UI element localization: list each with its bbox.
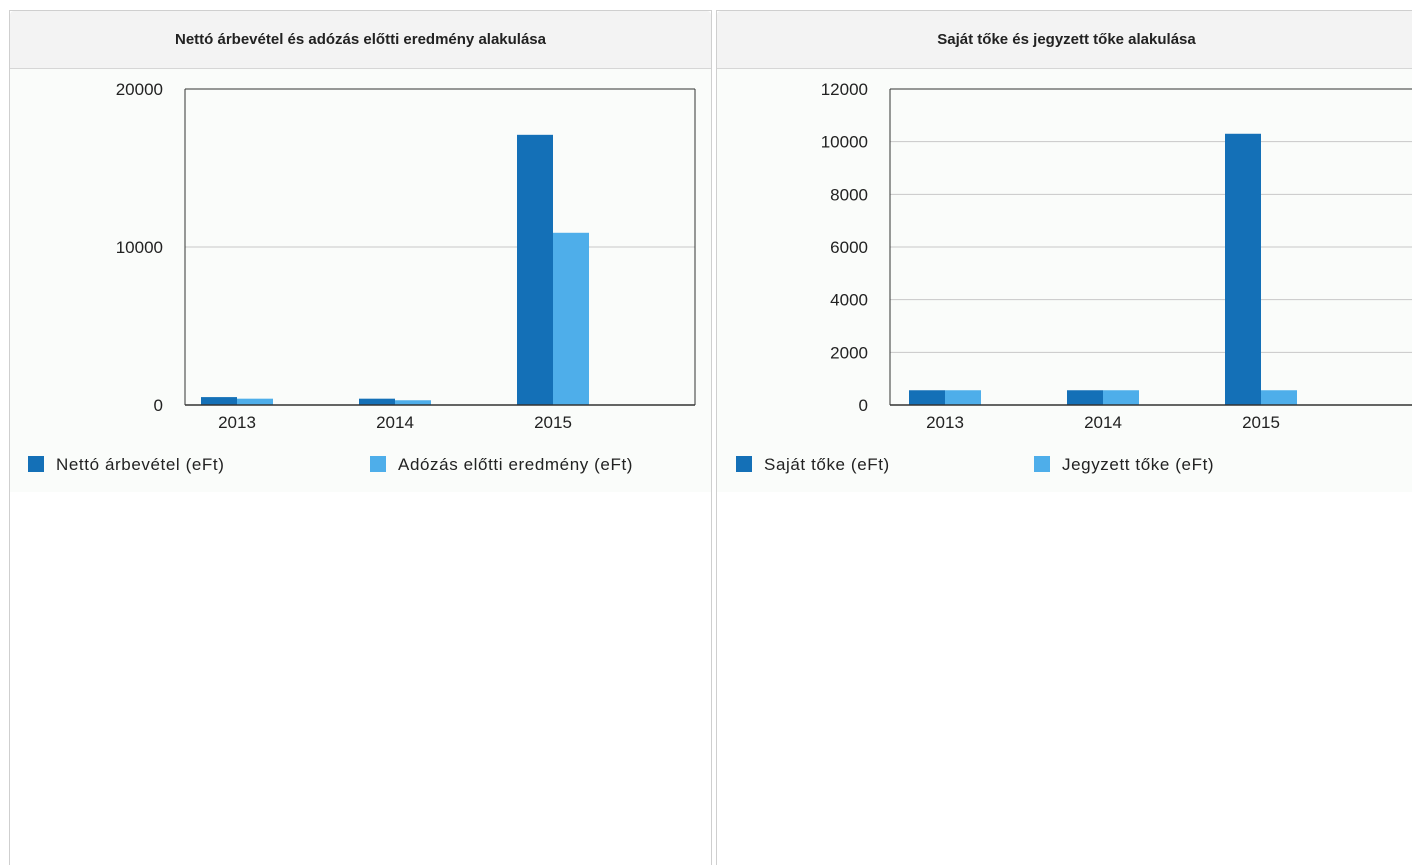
legend-swatch bbox=[1034, 456, 1050, 472]
y-tick-label: 12000 bbox=[821, 80, 868, 99]
bar-series2 bbox=[395, 400, 431, 405]
legend-label: Jegyzett tőke (eFt) bbox=[1062, 455, 1214, 474]
legend-label: Saját tőke (eFt) bbox=[764, 455, 890, 474]
chart-area: 0 10000 20000 2013 2014 2015 Nettó árbevétel (… bbox=[10, 69, 711, 492]
bar-series1 bbox=[201, 397, 237, 405]
chart-panel-revenue: Nettó árbevétel és adózás előtti eredmén… bbox=[9, 10, 712, 865]
y-tick-label: 6000 bbox=[830, 238, 868, 257]
bar-series1 bbox=[1067, 390, 1103, 405]
bar-series1 bbox=[909, 390, 945, 405]
bar-series2 bbox=[1103, 390, 1139, 405]
bar-series2 bbox=[553, 232, 589, 405]
chart-area: 0 2000 4000 6000 8000 10000 12000 2013 2014 2015 S… bbox=[717, 69, 1412, 492]
legend-swatch bbox=[370, 456, 386, 472]
x-tick-label: 2015 bbox=[1242, 413, 1280, 432]
x-tick-label: 2015 bbox=[534, 413, 572, 432]
x-tick-label: 2013 bbox=[926, 413, 964, 432]
legend-label: Adózás előtti eredmény (eFt) bbox=[398, 455, 633, 474]
y-tick-label: 20000 bbox=[116, 80, 163, 99]
bar-series1 bbox=[359, 398, 395, 405]
bar-series2 bbox=[237, 398, 273, 405]
y-tick-label: 0 bbox=[154, 396, 163, 415]
y-tick-label: 2000 bbox=[830, 343, 868, 362]
bar-series2 bbox=[945, 390, 981, 405]
y-tick-label: 10000 bbox=[116, 238, 163, 257]
x-tick-label: 2014 bbox=[1084, 413, 1122, 432]
x-tick-label: 2014 bbox=[376, 413, 414, 432]
y-tick-label: 4000 bbox=[830, 291, 868, 310]
y-tick-label: 8000 bbox=[830, 185, 868, 204]
bar-chart-equity: 0 2000 4000 6000 8000 10000 12000 2013 2014 2015 S… bbox=[736, 80, 1412, 474]
y-tick-label: 10000 bbox=[821, 133, 868, 152]
panel-title: Saját tőke és jegyzett tőke alakulása bbox=[717, 11, 1412, 69]
legend-swatch bbox=[28, 456, 44, 472]
chart-panel-equity: Saját tőke és jegyzett tőke alakulása 0 2… bbox=[716, 10, 1412, 865]
y-tick-label: 0 bbox=[859, 396, 868, 415]
bar-series1 bbox=[1225, 133, 1261, 405]
bar-series1 bbox=[517, 134, 553, 405]
legend-swatch bbox=[736, 456, 752, 472]
bar-series2 bbox=[1261, 390, 1297, 405]
bar-chart-revenue: 0 10000 20000 2013 2014 2015 Nettó árbevétel (… bbox=[28, 80, 696, 474]
legend-label: Nettó árbevétel (eFt) bbox=[56, 455, 225, 474]
x-tick-label: 2013 bbox=[218, 413, 256, 432]
panel-title: Nettó árbevétel és adózás előtti eredmén… bbox=[10, 11, 711, 69]
